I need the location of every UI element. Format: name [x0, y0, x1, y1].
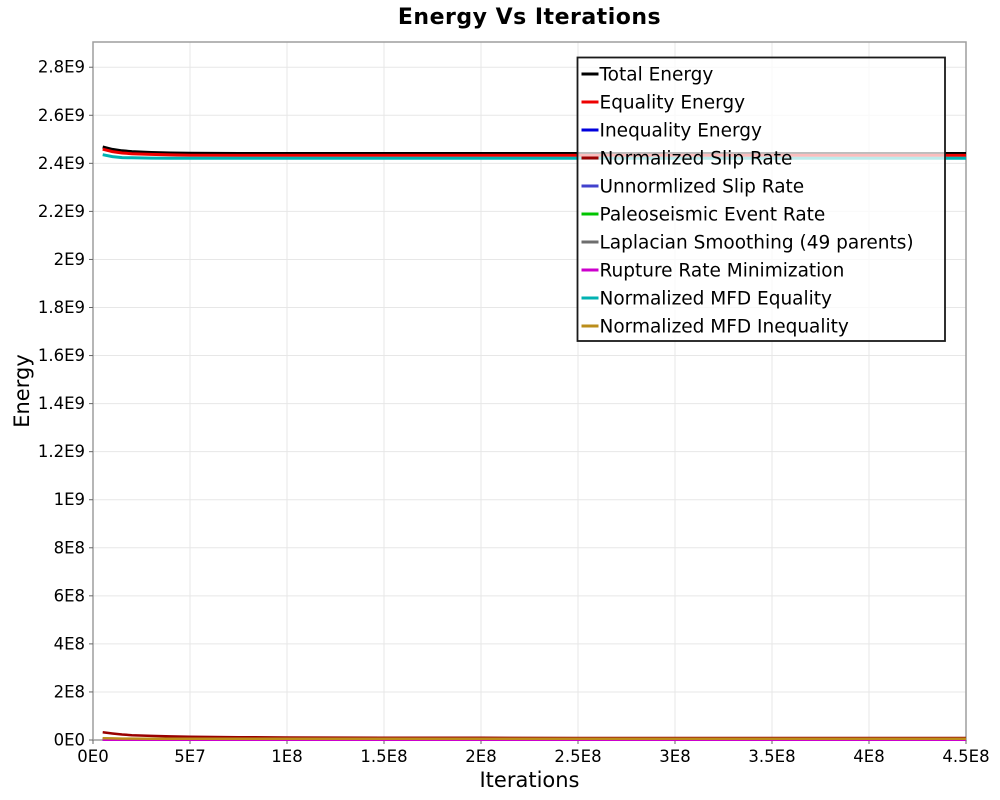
y-tick-label: 1.6E9	[38, 346, 85, 365]
legend-label-inequality-energy: Inequality Energy	[600, 121, 763, 142]
y-tick-label: 2E9	[54, 250, 85, 269]
legend-label-laplacian-smoothing-49-parents: Laplacian Smoothing (49 parents)	[600, 233, 914, 254]
x-tick-label: 2.5E8	[554, 747, 601, 766]
y-tick-label: 1E9	[54, 490, 85, 509]
x-axis-label: Iterations	[479, 768, 579, 792]
y-tick-label: 2.8E9	[38, 58, 85, 77]
y-tick-label: 2E8	[54, 682, 85, 701]
y-tick-label: 2.4E9	[38, 154, 85, 173]
legend-label-rupture-rate-minimization: Rupture Rate Minimization	[600, 261, 845, 282]
y-tick-label: 2.6E9	[38, 106, 85, 125]
x-tick-label: 2E8	[465, 747, 496, 766]
x-tick-label: 3.5E8	[748, 747, 795, 766]
legend-label-paleoseismic-event-rate: Paleoseismic Event Rate	[600, 205, 826, 226]
y-tick-label: 2.2E9	[38, 202, 85, 221]
series-line-normalized-mfd-inequality	[102, 737, 966, 741]
x-tick-label: 3E8	[659, 747, 690, 766]
y-tick-label: 6E8	[54, 586, 85, 605]
legend-label-unnormlized-slip-rate: Unnormlized Slip Rate	[600, 177, 805, 198]
x-tick-label: 4E8	[853, 747, 884, 766]
series-line-normalized-slip-rate	[102, 731, 966, 740]
y-tick-label: 4E8	[54, 634, 85, 653]
y-tick-label: 0E0	[54, 731, 85, 750]
legend-label-normalized-mfd-equality: Normalized MFD Equality	[600, 289, 833, 310]
legend-label-normalized-mfd-inequality: Normalized MFD Inequality	[600, 317, 849, 338]
legend-box	[576, 56, 946, 342]
x-tick-label: 0E0	[77, 747, 108, 766]
y-tick-label: 1.2E9	[38, 442, 85, 461]
x-tick-label: 4.5E8	[942, 747, 989, 766]
x-tick-label: 5E7	[174, 747, 205, 766]
y-tick-label: 1.4E9	[38, 394, 85, 413]
legend-label-normalized-slip-rate: Normalized Slip Rate	[600, 149, 793, 170]
y-tick-label: 8E8	[54, 538, 85, 557]
legend-label-total-energy: Total Energy	[599, 65, 714, 86]
x-tick-label: 1E8	[271, 747, 302, 766]
legend-label-equality-energy: Equality Energy	[600, 93, 746, 114]
y-axis-label: Energy	[10, 354, 34, 428]
x-tick-label: 1.5E8	[360, 747, 407, 766]
chart-title: Energy Vs Iterations	[397, 5, 662, 30]
y-tick-label: 1.8E9	[38, 298, 85, 317]
